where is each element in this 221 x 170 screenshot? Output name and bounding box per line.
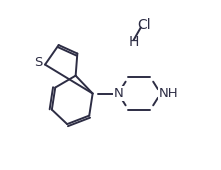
- Text: NH: NH: [159, 87, 179, 100]
- Text: N: N: [113, 87, 123, 100]
- Text: Cl: Cl: [137, 18, 151, 32]
- Text: S: S: [34, 56, 43, 69]
- Text: H: H: [128, 35, 139, 49]
